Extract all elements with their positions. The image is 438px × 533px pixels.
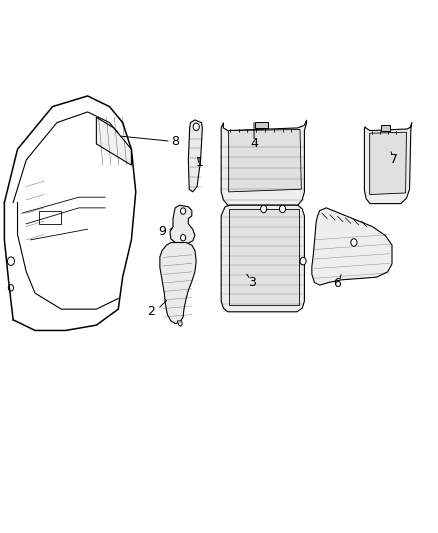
Circle shape	[193, 123, 199, 131]
Text: 7: 7	[390, 154, 398, 166]
Polygon shape	[188, 120, 202, 192]
Text: 6: 6	[333, 277, 341, 290]
Text: 9: 9	[158, 225, 166, 238]
Text: 8: 8	[171, 135, 179, 148]
Circle shape	[351, 239, 357, 246]
Bar	[39, 211, 61, 224]
Polygon shape	[229, 130, 301, 192]
Text: 3: 3	[248, 276, 256, 289]
Text: 4: 4	[250, 138, 258, 150]
Polygon shape	[221, 120, 307, 205]
Polygon shape	[177, 321, 182, 326]
Polygon shape	[370, 132, 406, 195]
Text: 1: 1	[195, 156, 203, 169]
Bar	[381, 125, 390, 131]
Polygon shape	[221, 205, 304, 312]
Bar	[255, 122, 268, 128]
Circle shape	[261, 205, 267, 213]
Text: 2: 2	[147, 305, 155, 318]
Polygon shape	[312, 208, 392, 285]
Circle shape	[180, 235, 186, 241]
Polygon shape	[170, 205, 195, 244]
Circle shape	[300, 257, 306, 265]
Polygon shape	[96, 117, 131, 165]
Polygon shape	[229, 209, 299, 305]
Circle shape	[279, 205, 286, 213]
Polygon shape	[364, 123, 412, 204]
Polygon shape	[160, 243, 196, 324]
Circle shape	[180, 208, 186, 214]
